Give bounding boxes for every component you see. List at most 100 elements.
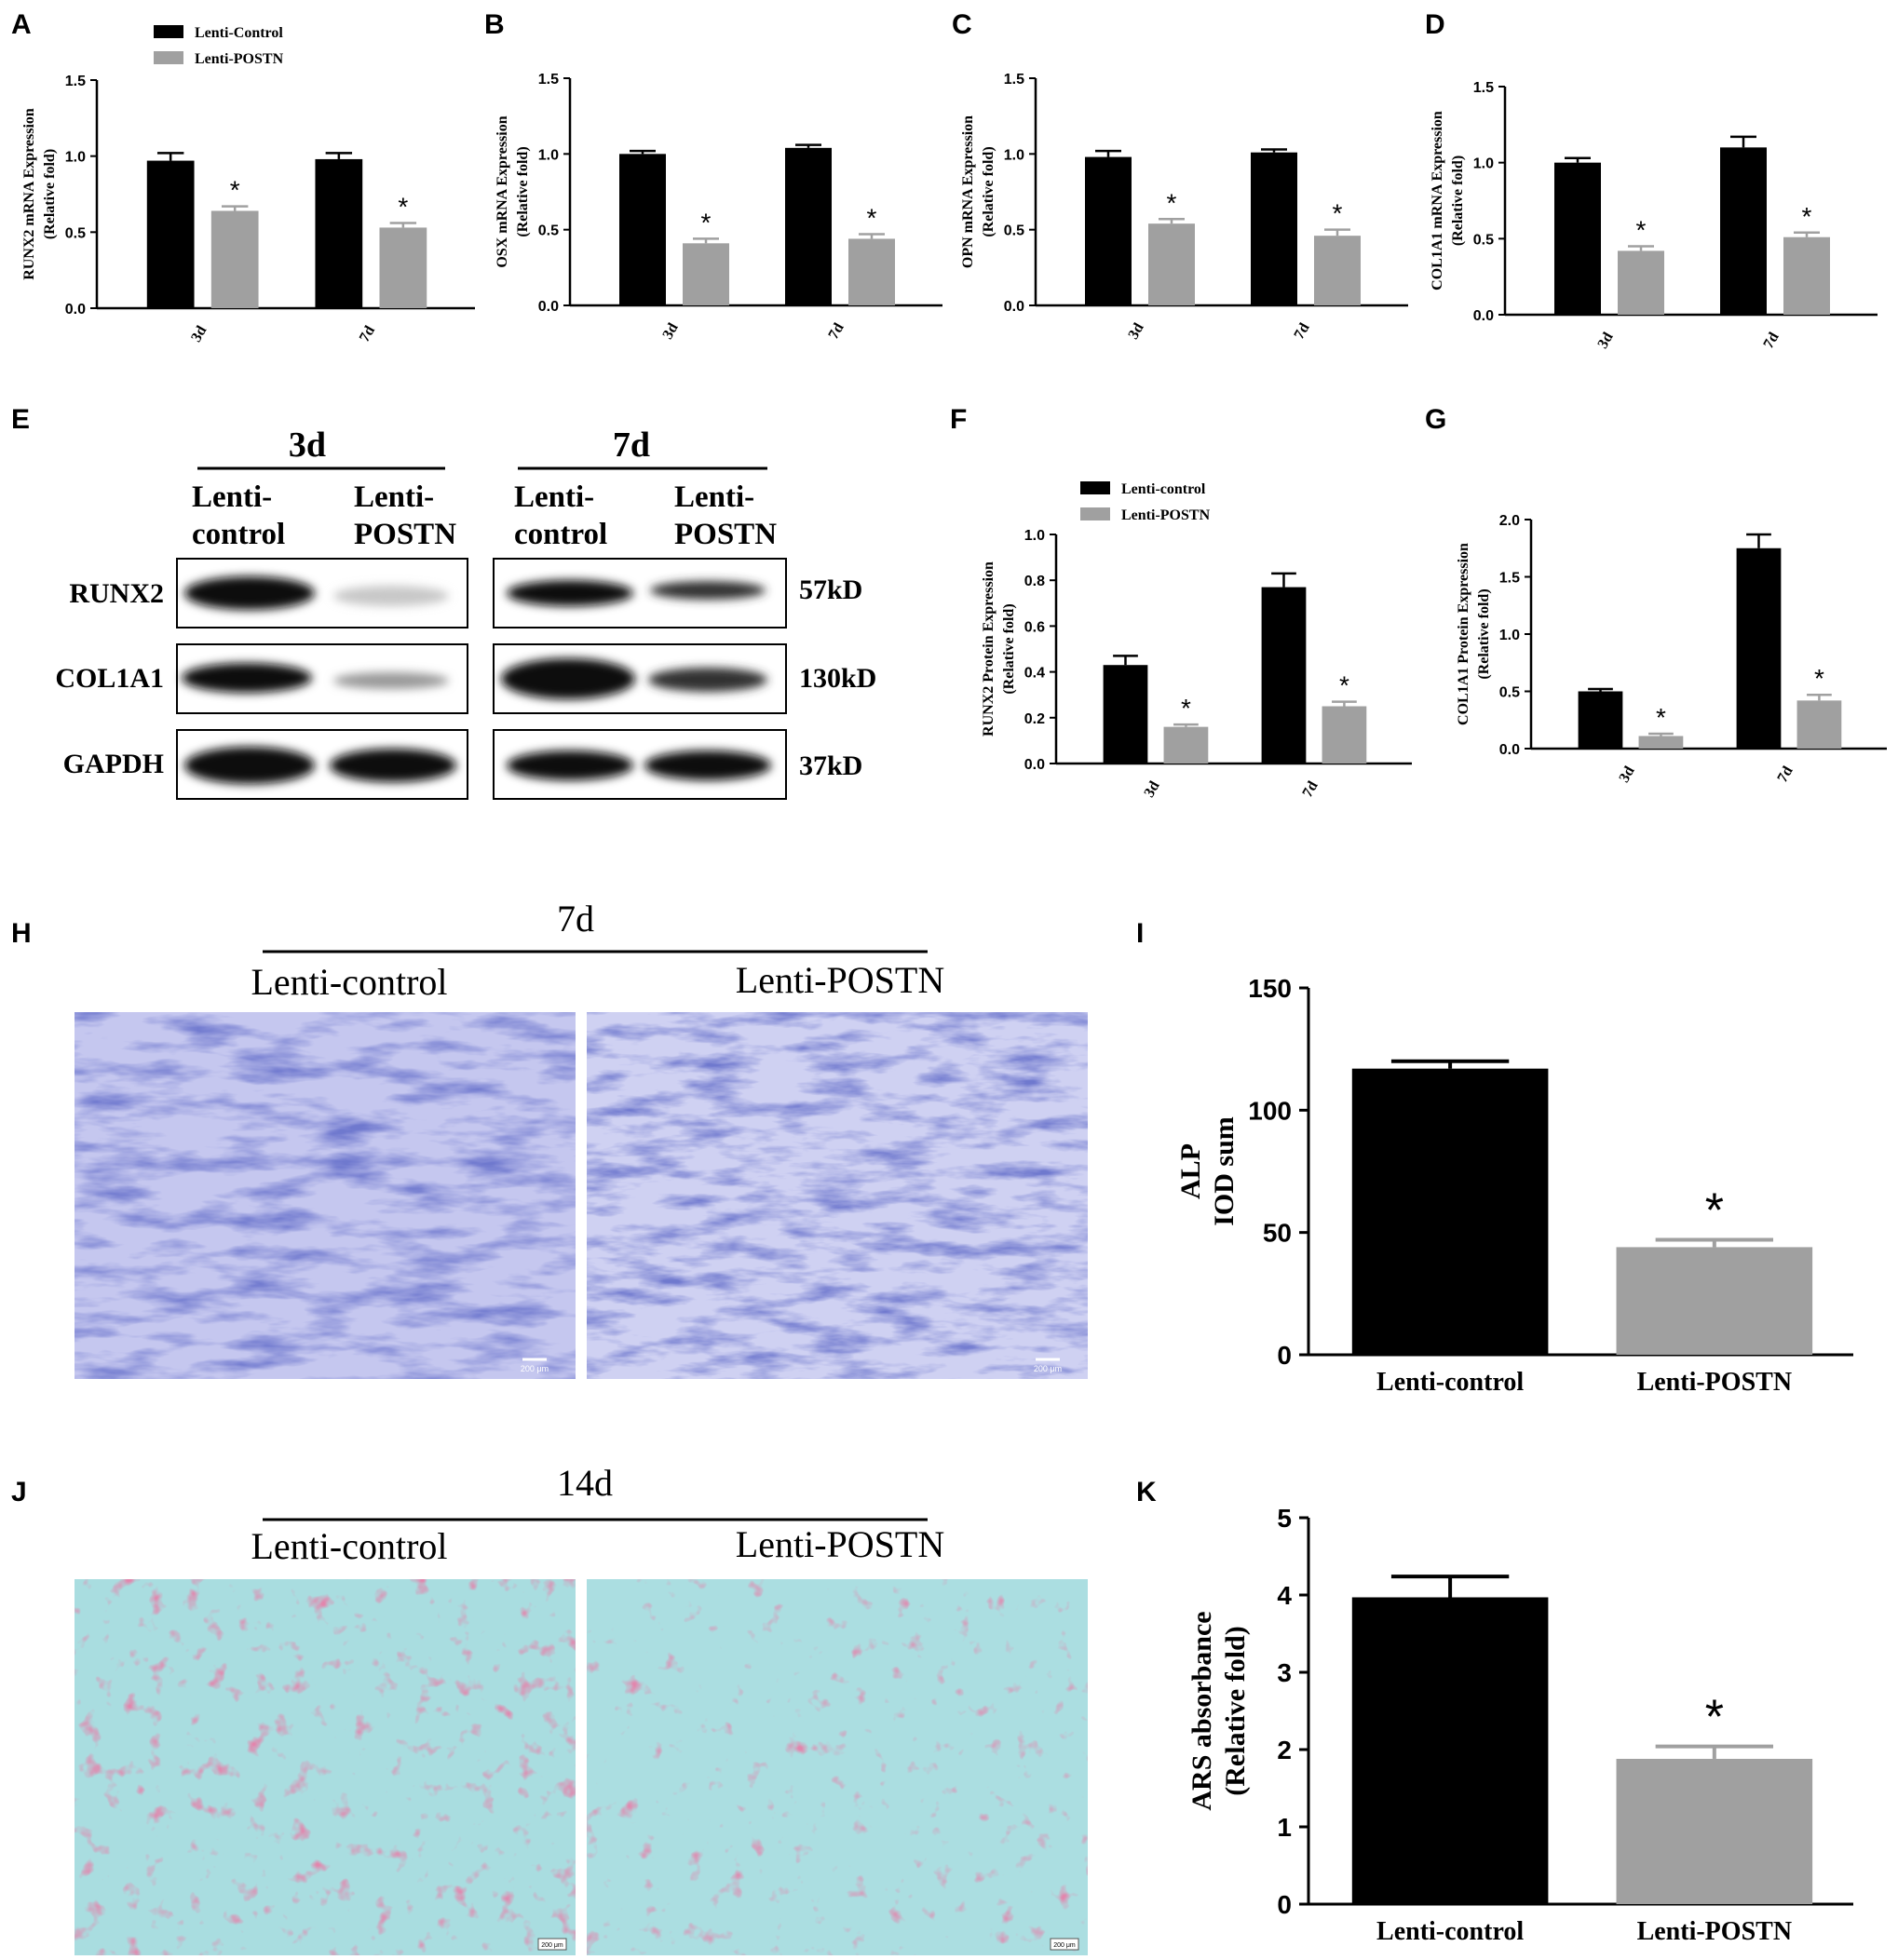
chart-c-xtick-label: 3d bbox=[1126, 320, 1147, 342]
chart-f-legend-label: Lenti-POSTN bbox=[1121, 507, 1211, 523]
panel-label-j: J bbox=[11, 1477, 27, 1507]
wb-group-label-3d: 3d bbox=[289, 426, 326, 465]
chart-k-bar-postn bbox=[1616, 1758, 1813, 1904]
chart-c-bar-3d-postn bbox=[1148, 223, 1195, 305]
chart-a-ytick-label: 1.0 bbox=[65, 150, 86, 166]
chart-b-ytick-label: 0.0 bbox=[538, 299, 559, 315]
panel-label-i: I bbox=[1136, 918, 1144, 949]
chart-f-ytick-label: 1.0 bbox=[1024, 528, 1045, 544]
wb-size-57kd: 57kD bbox=[799, 574, 862, 605]
wb-size-37kd: 37kD bbox=[799, 750, 862, 781]
wb-band-runx2-3d-control bbox=[184, 576, 315, 610]
chart-c-ytick-label: 1.5 bbox=[1004, 72, 1024, 88]
chart-a-runx2-mrna: 0.0 0.5 1.0 1.5 RUNX2 mRNA Expression (Relati… bbox=[21, 25, 475, 345]
chart-b-xtick-label: 7d bbox=[826, 320, 847, 342]
chart-b-xtick-label: 3d bbox=[660, 320, 682, 342]
chart-d-ylabel-sub: (Relative fold) bbox=[1450, 155, 1466, 246]
micro-h-label-postn: Lenti-POSTN bbox=[736, 959, 944, 1001]
chart-f-annotation: * bbox=[1339, 671, 1349, 700]
chart-k-ylabel-sub: (Relative fold) bbox=[1220, 1626, 1251, 1795]
wb-group-label-7d: 7d bbox=[613, 426, 650, 465]
chart-i-xtick-label: Lenti-POSTN bbox=[1637, 1368, 1792, 1397]
micro-j-scalebox-postn bbox=[1050, 1938, 1079, 1951]
wb-band-gapdh-3d-postn bbox=[330, 749, 456, 782]
chart-b-ylabel-sub: (Relative fold) bbox=[515, 146, 531, 237]
chart-a-ytick-label: 1.5 bbox=[65, 74, 86, 89]
micro-j-scale-postn: 200 μm bbox=[1053, 1942, 1076, 1949]
micro-j-scalebox-control bbox=[537, 1938, 567, 1951]
chart-a-legend-swatch bbox=[154, 51, 183, 64]
chart-c-opn-mrna: 0.0 0.5 1.0 1.5 OPN mRNA Expression (Relative… bbox=[960, 72, 1408, 342]
chart-g-annotation: * bbox=[1656, 703, 1666, 732]
micro-j-scale-control: 200 μm bbox=[541, 1942, 563, 1949]
wb-band-runx2-7d-control bbox=[507, 580, 633, 606]
chart-i-annotation: * bbox=[1705, 1184, 1724, 1238]
chart-f-xtick-label: 3d bbox=[1141, 778, 1162, 800]
chart-f-ytick-label: 0.4 bbox=[1024, 666, 1045, 682]
wb-lane4-top: Lenti- bbox=[674, 480, 754, 514]
chart-a-legend-swatch bbox=[154, 25, 183, 38]
panel-label-e: E bbox=[11, 404, 30, 435]
chart-f-ylabel-sub: (Relative fold) bbox=[1001, 603, 1017, 694]
wb-lane2-bottom: POSTN bbox=[354, 518, 456, 551]
micro-h-scale-control: 200 μm bbox=[521, 1364, 549, 1373]
chart-i-ylabel: ALP bbox=[1175, 1143, 1206, 1199]
chart-c-annotation: * bbox=[1333, 199, 1343, 228]
chart-f-bar-7d-control bbox=[1261, 587, 1307, 764]
wb-band-col1a1-3d-postn bbox=[333, 672, 449, 689]
chart-f-ylabel: RUNX2 Protein Expression bbox=[981, 561, 996, 737]
chart-d-ytick-label: 1.0 bbox=[1473, 156, 1494, 172]
chart-d-bar-7d-control bbox=[1720, 147, 1767, 315]
chart-c-ytick-label: 0.5 bbox=[1004, 223, 1024, 239]
chart-i-bar-postn bbox=[1616, 1247, 1813, 1355]
chart-d-ytick-label: 0.0 bbox=[1473, 308, 1494, 324]
chart-a-ylabel: RUNX2 mRNA Expression bbox=[21, 108, 37, 280]
chart-c-annotation: * bbox=[1167, 188, 1177, 217]
chart-a-legend-label: Lenti-POSTN bbox=[195, 51, 284, 67]
chart-k-ytick-label: 2 bbox=[1277, 1736, 1292, 1764]
chart-i-ylabel-sub: IOD sum bbox=[1209, 1116, 1240, 1226]
panel-label-k: K bbox=[1136, 1477, 1157, 1507]
chart-i-ytick-label: 0 bbox=[1277, 1341, 1292, 1370]
chart-f-annotation: * bbox=[1181, 694, 1191, 723]
chart-i-ytick-label: 50 bbox=[1263, 1219, 1292, 1248]
micro-j-label-control: Lenti-control bbox=[251, 1525, 447, 1567]
chart-k-ylabel: ARS absorbance bbox=[1186, 1611, 1217, 1810]
chart-b-ylabel: OSX mRNA Expression bbox=[495, 115, 510, 267]
chart-d-bar-7d-postn bbox=[1783, 237, 1830, 315]
chart-f-ytick-label: 0.6 bbox=[1024, 619, 1045, 635]
wb-lane2-top: Lenti- bbox=[354, 480, 434, 514]
chart-a-ytick-label: 0.0 bbox=[65, 302, 86, 318]
chart-g-xtick-label: 3d bbox=[1616, 764, 1637, 785]
chart-g-ytick-label: 0.5 bbox=[1499, 685, 1520, 701]
panel-label-a: A bbox=[11, 9, 32, 40]
wb-protein-runx2: RUNX2 bbox=[69, 578, 164, 609]
chart-k-bar-control bbox=[1351, 1597, 1549, 1904]
chart-d-xtick-label: 7d bbox=[1761, 330, 1783, 351]
panel-label-c: C bbox=[952, 9, 972, 40]
micro-h-control-stain bbox=[75, 1012, 576, 1379]
chart-k-ytick-label: 1 bbox=[1277, 1813, 1292, 1842]
chart-a-bar-7d-postn bbox=[379, 227, 427, 308]
chart-c-ylabel: OPN mRNA Expression bbox=[960, 115, 976, 268]
chart-i-ytick-label: 100 bbox=[1248, 1096, 1292, 1125]
chart-c-ytick-label: 1.0 bbox=[1004, 147, 1024, 163]
panel-label-b: B bbox=[484, 9, 505, 40]
wb-band-col1a1-7d-control bbox=[501, 658, 635, 699]
wb-lane3-top: Lenti- bbox=[514, 480, 594, 514]
wb-lane4-bottom: POSTN bbox=[674, 518, 777, 551]
chart-g-ylabel: COL1A1 Protein Expression bbox=[1456, 543, 1471, 725]
panel-label-h: H bbox=[11, 918, 32, 949]
chart-i-xtick-label: Lenti-control bbox=[1376, 1368, 1524, 1397]
micro-h-postn-stain bbox=[587, 1012, 1088, 1379]
chart-g-annotation: * bbox=[1814, 664, 1824, 693]
chart-b-bar-7d-postn bbox=[848, 238, 895, 305]
chart-a-bar-3d-control bbox=[146, 160, 195, 308]
chart-d-ytick-label: 1.5 bbox=[1473, 80, 1494, 96]
wb-protein-col1a1: COL1A1 bbox=[55, 663, 164, 694]
chart-d-ylabel: COL1A1 mRNA Expression bbox=[1430, 111, 1445, 291]
chart-b-annotation: * bbox=[867, 204, 877, 233]
micrograph-panel-j: 14d Lenti-control Lenti-POSTN 200 μm 200… bbox=[75, 1462, 1088, 1955]
micro-h-label-control: Lenti-control bbox=[251, 961, 447, 1003]
micro-j-control-stain bbox=[75, 1579, 576, 1955]
